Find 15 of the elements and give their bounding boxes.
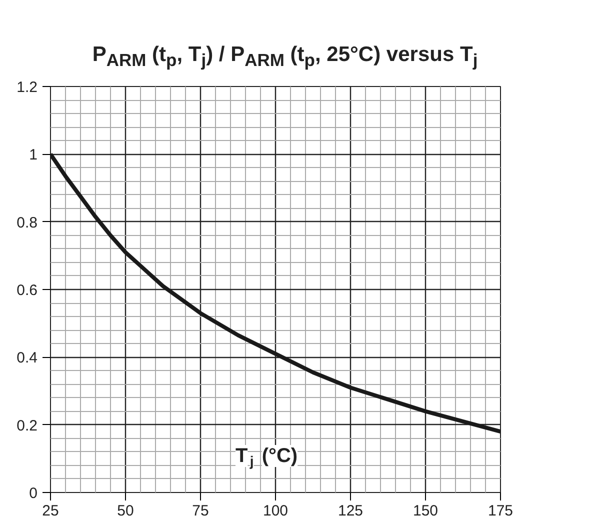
y-tick-label: 1: [29, 146, 38, 164]
y-tick-label: 0.4: [16, 350, 38, 367]
x-tick-label: 175: [488, 502, 514, 520]
y-tick-label: 0.2: [16, 418, 38, 435]
chart-title: P$_{ARM}$ (t$_{p}$, T$_{j}$) / P$_{ARM}$ (t$_{p}$, 25°C) versus T$_{j}$: [92, 43, 478, 70]
y-tick-label: 0: [29, 485, 38, 502]
y-tick-label: 0.8: [16, 214, 38, 232]
x-tick-label: 25: [42, 502, 59, 520]
x-tick-label: 75: [192, 502, 209, 520]
y-tick-label: 0.6: [16, 282, 38, 300]
x-tick-label: 150: [412, 502, 438, 520]
x-tick-label: 50: [117, 502, 134, 520]
x-tick-label: 100: [262, 502, 288, 520]
y-tick-label: 1.2: [16, 79, 38, 96]
x-tick-label: 125: [338, 502, 364, 520]
